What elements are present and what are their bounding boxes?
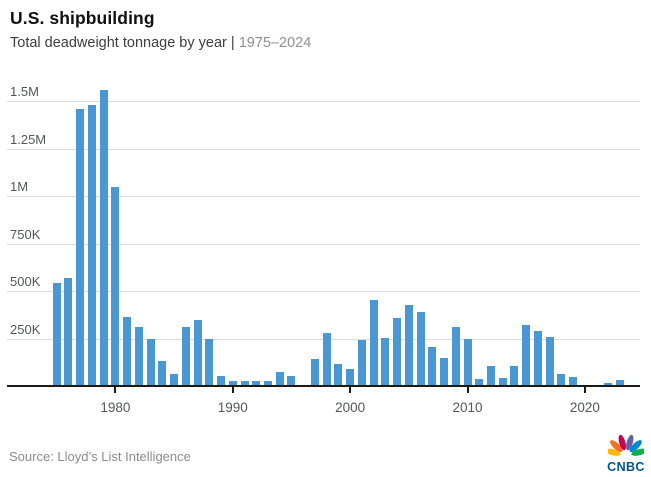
bar-2006 (416, 311, 425, 386)
bar-1981 (123, 316, 132, 386)
bar-1990 (228, 381, 237, 387)
bar-2010 (463, 339, 472, 386)
cnbc-wordmark: CNBC (607, 460, 645, 474)
bar-2003 (381, 337, 390, 387)
bar-2013 (498, 378, 507, 386)
bar-1985 (170, 373, 179, 386)
gridline-500K (7, 291, 640, 292)
x-axis-tick-label: 2020 (569, 400, 600, 415)
x-axis-tick (349, 387, 352, 393)
bar-2002 (369, 299, 378, 387)
bar-2005 (404, 305, 413, 387)
bar-2008 (440, 357, 448, 386)
bar-2016 (533, 330, 542, 386)
bar-1975 (52, 283, 61, 386)
bar-1994 (275, 371, 284, 387)
bar-1989 (217, 375, 225, 387)
bar-2017 (545, 336, 554, 386)
x-axis-tick-label: 2010 (452, 400, 483, 415)
bar-1986 (181, 327, 190, 386)
bar-2019 (569, 377, 578, 386)
bar-2001 (357, 340, 366, 386)
bar-2009 (451, 327, 460, 386)
x-axis-tick (583, 387, 586, 393)
bar-2004 (393, 317, 402, 386)
x-axis-tick (231, 387, 234, 393)
subtitle-year-range: 1975–2024 (238, 35, 312, 51)
cnbc-logo: CNBC (603, 433, 649, 474)
bar-1991 (240, 381, 249, 387)
x-axis-tick (114, 387, 117, 393)
bar-2012 (487, 366, 495, 387)
y-axis-label: 500K (10, 274, 41, 289)
bar-2000 (346, 368, 355, 386)
page-title: U.S. shipbuilding (10, 8, 155, 28)
gridline-1.5M (7, 101, 640, 102)
bar-1997 (310, 359, 319, 386)
bar-1987 (193, 319, 202, 386)
gridline-1.25M (7, 148, 640, 150)
bar-1977 (76, 108, 85, 386)
bar-1978 (87, 104, 96, 386)
bar-1988 (205, 338, 214, 386)
x-axis-line (7, 385, 640, 387)
bar-1980 (111, 186, 120, 386)
bar-1982 (134, 327, 143, 386)
bar-2007 (428, 347, 437, 387)
y-axis-label: 250K (10, 321, 41, 337)
bar-1999 (334, 364, 343, 386)
bar-2015 (522, 325, 531, 386)
gridline-1M (7, 196, 640, 197)
bar-1979 (99, 89, 108, 386)
source-text: Source: Lloyd’s List Intelligence (9, 449, 191, 464)
bar-1992 (252, 381, 261, 387)
bar-1976 (64, 277, 73, 386)
chart-subtitle: Total deadweight tonnage by year | 1975–… (10, 35, 311, 51)
bar-2011 (475, 379, 484, 387)
x-axis-tick (466, 387, 469, 393)
bar-1998 (322, 332, 331, 386)
bar-2022 (604, 383, 613, 386)
bar-1983 (146, 338, 155, 386)
bar-1984 (158, 361, 167, 386)
x-axis-tick-label: 1980 (100, 400, 131, 415)
gridline-750K (7, 243, 640, 245)
bar-1995 (287, 375, 296, 387)
y-axis-label: 1.25M (10, 131, 47, 147)
y-axis-label: 1.5M (10, 84, 39, 99)
bar-2014 (510, 366, 519, 387)
peacock-icon (605, 434, 647, 456)
bar-1993 (264, 381, 272, 387)
bar-2023 (616, 380, 625, 386)
y-axis-label: 750K (10, 226, 41, 242)
y-axis-label: 1M (10, 179, 29, 194)
subtitle-text: Total deadweight tonnage by year | (10, 35, 239, 51)
x-axis-tick-label: 2000 (335, 400, 366, 415)
bar-2018 (557, 373, 566, 386)
x-axis-tick-label: 1990 (217, 400, 248, 415)
